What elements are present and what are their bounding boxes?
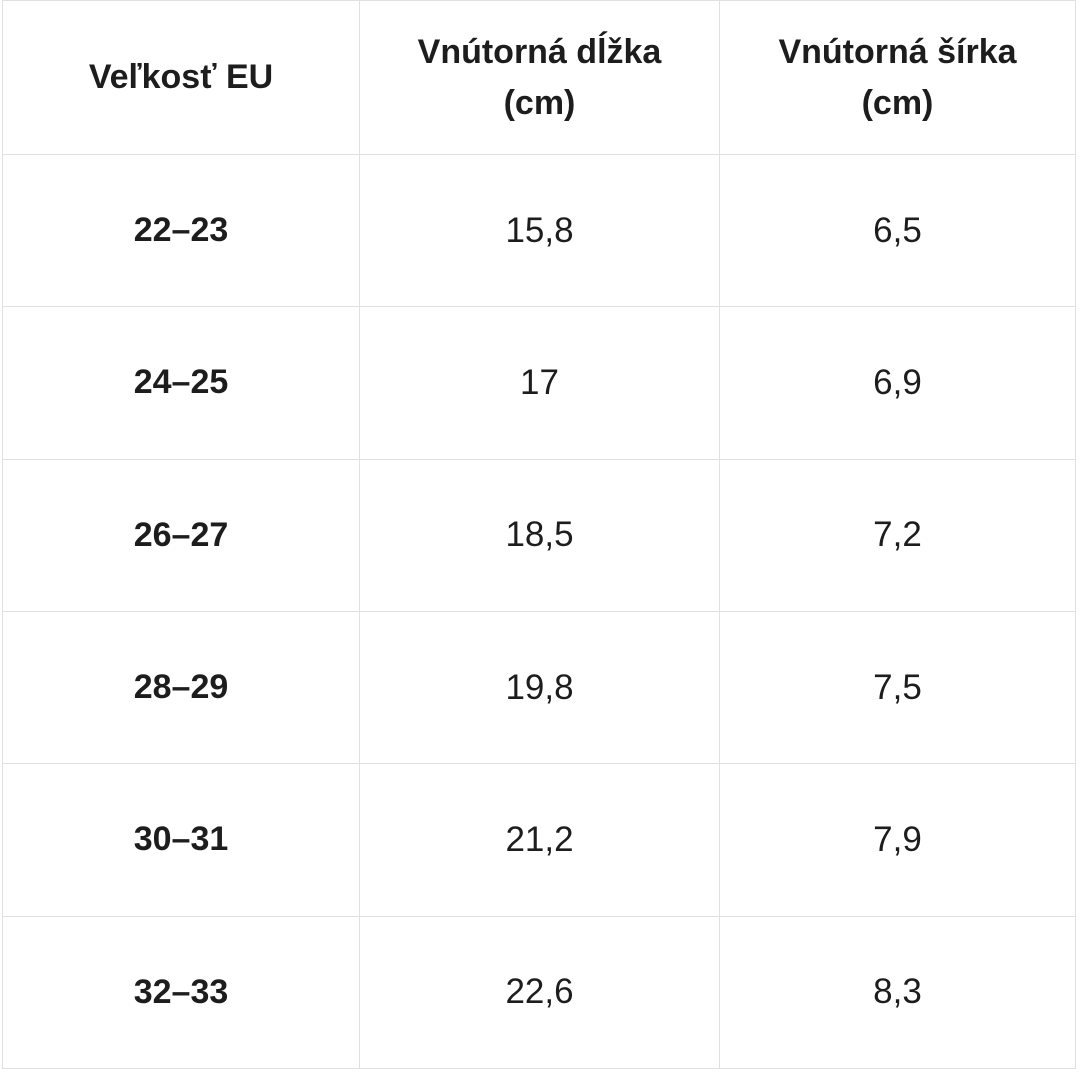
header-label: Veľkosť EU bbox=[88, 58, 274, 96]
length-cell: 22,6 bbox=[359, 915, 720, 1070]
length-cell: 15,8 bbox=[359, 153, 720, 308]
size-cell: 32–33 bbox=[2, 915, 360, 1070]
size-cell: 28–29 bbox=[2, 610, 360, 765]
header-label: Vnútorná dĺžka bbox=[417, 32, 662, 71]
table-header: Veľkosť EU Vnútorná dĺžka (cm) Vnútorná … bbox=[2, 0, 1076, 155]
table-row: 22–23 15,8 6,5 bbox=[2, 153, 1076, 308]
header-unit: (cm) bbox=[861, 83, 934, 122]
width-cell: 6,5 bbox=[719, 153, 1076, 308]
size-cell: 26–27 bbox=[2, 458, 360, 612]
table-body: 22–23 15,8 6,5 24–25 17 6,9 26–27 18,5 7… bbox=[2, 153, 1076, 1070]
column-header-inner-width: Vnútorná šírka (cm) bbox=[719, 0, 1076, 155]
column-header-size-eu: Veľkosť EU bbox=[2, 0, 360, 155]
width-cell: 6,9 bbox=[719, 306, 1076, 460]
width-cell: 7,9 bbox=[719, 763, 1076, 917]
header-label: Vnútorná šírka bbox=[778, 32, 1017, 71]
length-cell: 21,2 bbox=[359, 763, 720, 917]
size-cell: 24–25 bbox=[2, 306, 360, 460]
header-unit: (cm) bbox=[503, 83, 576, 122]
width-cell: 7,5 bbox=[719, 610, 1076, 765]
length-cell: 17 bbox=[359, 306, 720, 460]
table-row: 26–27 18,5 7,2 bbox=[2, 458, 1076, 612]
table-row: 30–31 21,2 7,9 bbox=[2, 763, 1076, 917]
size-cell: 30–31 bbox=[2, 763, 360, 917]
length-cell: 18,5 bbox=[359, 458, 720, 612]
header-row: Veľkosť EU Vnútorná dĺžka (cm) Vnútorná … bbox=[2, 0, 1076, 155]
table-row: 28–29 19,8 7,5 bbox=[2, 610, 1076, 765]
width-cell: 8,3 bbox=[719, 915, 1076, 1070]
length-cell: 19,8 bbox=[359, 610, 720, 765]
table-row: 24–25 17 6,9 bbox=[2, 306, 1076, 460]
size-cell: 22–23 bbox=[2, 153, 360, 308]
column-header-inner-length: Vnútorná dĺžka (cm) bbox=[359, 0, 720, 155]
table-row: 32–33 22,6 8,3 bbox=[2, 915, 1076, 1070]
width-cell: 7,2 bbox=[719, 458, 1076, 612]
